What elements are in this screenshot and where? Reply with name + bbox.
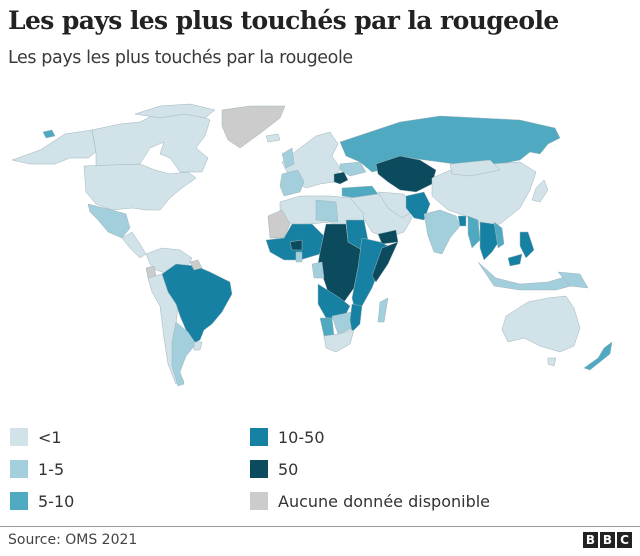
legend-label: <1 [38,427,62,447]
region-uk [281,147,295,169]
region-tasmania [547,357,557,367]
region-brazil [161,263,233,345]
legend-swatch [10,460,28,478]
page-subtitle: Les pays les plus touchés par la rougeol… [8,48,353,68]
region-south-africa [323,329,355,353]
region-papua [557,271,589,289]
source-note: Source: OMS 2021 [8,532,138,548]
legend-item-5-10: 5-10 [10,490,74,512]
region-greenland [221,105,286,149]
region-india [423,209,461,255]
region-new-zealand [583,341,613,371]
legend-swatch [10,428,28,446]
region-libya [315,199,339,223]
region-romania [333,171,349,185]
page-title: Les pays les plus touchés par la rougeol… [8,6,559,35]
region-russia [339,115,561,173]
bbc-logo-block: C [617,532,632,548]
region-argentina [171,321,197,387]
bbc-logo-block: B [600,532,615,548]
legend-swatch [250,460,268,478]
legend-label: 5-10 [38,491,75,511]
region-usa [83,163,197,211]
region-philippines [519,231,535,259]
legend-item-1-5: 1-5 [10,458,64,480]
region-australia [501,295,581,353]
legend-swatch [10,492,28,510]
region-ukraine [339,161,367,177]
region-madagascar [377,297,389,323]
region-france-spain [279,169,305,197]
legend-item-no-data: Aucune donnée disponible [250,490,490,512]
region-uruguay [193,341,203,351]
region-iceland [265,133,281,143]
region-namibia [319,317,335,337]
region-canada [91,109,211,173]
region-afghanistan-pakistan [405,191,431,221]
region-mexico [87,203,131,239]
region-bangladesh [457,215,467,227]
region-vietnam [493,221,505,249]
region-ghana [295,251,303,263]
legend-swatch [250,492,268,510]
region-guianas [189,259,203,271]
region-alaska [11,129,97,165]
bbc-logo-block: B [583,532,598,548]
region-central-america [121,231,147,259]
legend-label: 10-50 [278,427,325,447]
region-mongolia [449,159,501,177]
legend-item-10-50: 10-50 [250,426,325,448]
region-central-asia [375,155,437,193]
region-gabon [311,261,325,279]
region-somalia [371,241,399,283]
region-malaysia [507,253,523,267]
region-alaska-island [42,129,56,139]
region-mozambique [349,303,363,333]
region-iran [377,191,415,219]
legend: <1 1-5 5-10 10-50 50 Aucune donnée dispo… [10,426,630,516]
world-map [11,103,613,387]
region-canada-arctic [134,103,216,119]
legend-item-lt1: <1 [10,426,62,448]
region-japan [531,179,549,203]
region-myanmar [467,215,481,249]
legend-swatch [250,428,268,446]
region-western-sahara [267,209,291,239]
region-burkina-faso [289,239,303,251]
footer-divider [0,526,640,527]
region-thailand [479,221,501,261]
legend-item-50: 50 [250,458,298,480]
bbc-logo: B B C [583,532,632,548]
legend-label: 50 [278,459,299,479]
legend-label: Aucune donnée disponible [278,491,491,511]
legend-label: 1-5 [38,459,65,479]
